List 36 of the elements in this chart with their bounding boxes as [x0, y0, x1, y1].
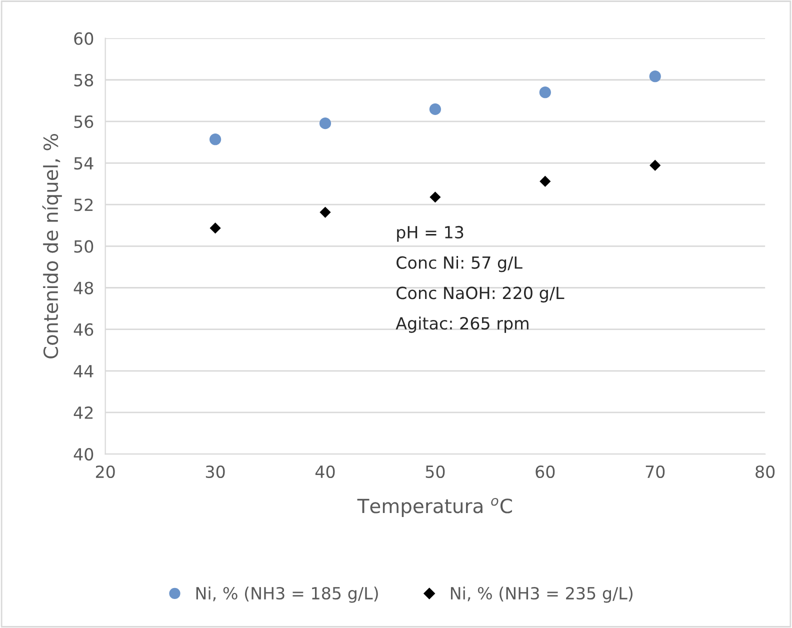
y-axis-title: Contenido de níquel, %	[42, 134, 62, 358]
legend-label: Ni, % (NH3 = 185 g/L)	[196, 586, 378, 603]
y-tick-label: 60	[74, 32, 94, 45]
x-tick-label: 60	[536, 465, 555, 478]
point	[429, 103, 442, 115]
point	[430, 192, 441, 203]
x-tick-label: 50	[426, 465, 445, 478]
x-tick-label: 30	[206, 465, 225, 478]
y-tick-label: 52	[74, 198, 93, 212]
point	[650, 160, 661, 171]
y-tick-label: 44	[74, 365, 94, 378]
point	[319, 118, 332, 130]
annotation: Conc Ni: 57 g/L	[396, 256, 522, 272]
y-tick-label: 58	[74, 74, 94, 86]
y-tick-label: 56	[74, 115, 94, 128]
legend-label: Ni, % (NH3 = 235 g/L)	[450, 586, 632, 603]
point	[209, 134, 222, 146]
x-tick-label: 20	[96, 465, 115, 478]
y-tick-label: 42	[74, 406, 93, 419]
annotation: pH = 13	[397, 226, 464, 242]
y-tick-label: 54	[74, 157, 94, 170]
y-tick-label: 50	[74, 240, 94, 253]
x-axis-title: Temperatura $^{o}$C	[357, 498, 512, 518]
y-tick-label: 46	[74, 323, 94, 336]
annotation: Conc NaOH: 220 g/L	[396, 286, 564, 302]
annotation: Agitac: 265 rpm	[396, 316, 528, 333]
x-tick-label: 70	[646, 465, 665, 478]
point	[540, 176, 551, 187]
point	[649, 70, 661, 82]
y-tick-label: 40	[74, 448, 94, 461]
point	[539, 86, 551, 98]
point	[210, 222, 221, 234]
y-tick-label: 48	[74, 282, 94, 294]
x-tick-label: 40	[315, 465, 335, 478]
point	[320, 206, 331, 218]
x-tick-label: 80	[756, 465, 775, 478]
